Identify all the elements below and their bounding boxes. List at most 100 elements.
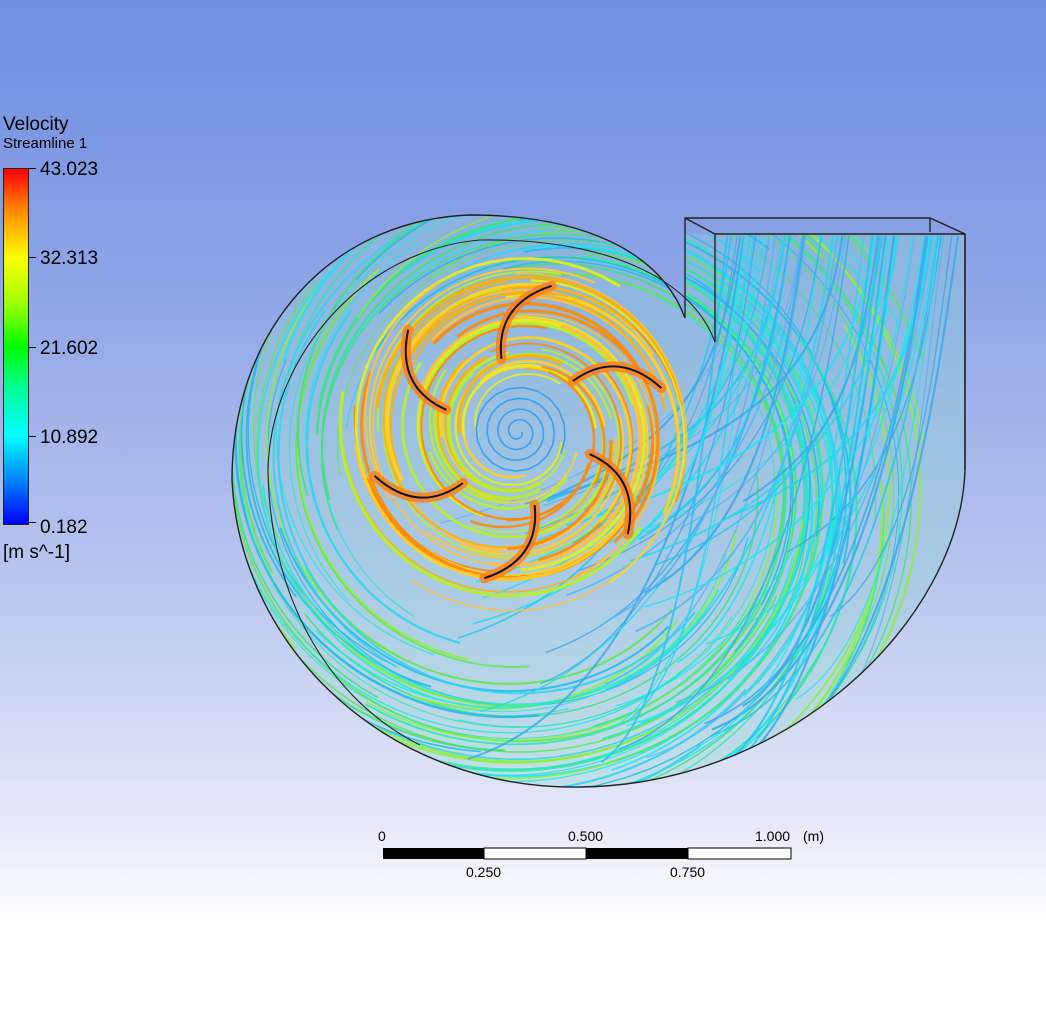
streamline [829, 235, 953, 618]
streamline [470, 462, 590, 529]
streamline [513, 313, 656, 478]
streamline [378, 237, 811, 673]
streamline [420, 324, 564, 521]
streamline [235, 534, 689, 734]
streamline [609, 235, 777, 620]
streamline [305, 309, 461, 644]
streamline [538, 362, 634, 562]
streamline [711, 235, 929, 731]
streamline [626, 235, 925, 727]
streamline [615, 235, 891, 707]
streamline [704, 235, 927, 725]
streamline [430, 215, 847, 788]
streamline [282, 215, 646, 363]
streamline [293, 744, 702, 788]
streamline [489, 342, 622, 499]
streamline [498, 244, 809, 681]
streamlines-group [232, 215, 960, 788]
legend-label-max: 43.023 [40, 159, 99, 180]
streamline [446, 351, 543, 493]
streamline [356, 215, 680, 319]
streamline [297, 215, 445, 497]
streamline [432, 301, 660, 544]
streamline [382, 215, 925, 445]
scale-label-0-500: 0.500 [568, 828, 604, 844]
streamline [710, 235, 939, 738]
streamline [303, 473, 759, 718]
streamline [680, 235, 846, 529]
streamline [629, 235, 900, 562]
streamline [796, 235, 941, 700]
streamline [428, 451, 568, 510]
streamline [524, 235, 844, 506]
streamline [401, 361, 615, 539]
streamline [375, 275, 684, 408]
streamline [247, 348, 393, 665]
streamline [755, 333, 858, 739]
streamline [467, 235, 745, 760]
streamline [566, 235, 804, 597]
streamline [454, 372, 563, 487]
scale-label-0: 0 [378, 828, 386, 844]
streamline [461, 364, 598, 436]
streamline [417, 317, 643, 545]
streamline [365, 398, 787, 746]
streamline [646, 235, 915, 759]
streamline [576, 235, 822, 572]
streamline [448, 372, 566, 492]
streamline [401, 218, 838, 564]
streamline [576, 235, 884, 553]
streamline [567, 296, 681, 515]
blade-edge [404, 329, 447, 411]
streamline [366, 471, 778, 742]
streamline [304, 568, 673, 685]
streamline [456, 309, 648, 386]
legend-label: 32.313 [40, 248, 99, 269]
legend-title: Velocity [3, 114, 69, 135]
scale-label-0-250: 0.250 [466, 864, 502, 880]
streamline [373, 336, 805, 761]
streamline [696, 235, 888, 748]
streamline [479, 359, 607, 428]
volute-outline [231, 214, 966, 788]
streamline [516, 316, 646, 572]
blade-edge [589, 453, 632, 535]
legend-tick [28, 522, 36, 523]
streamline [447, 496, 840, 788]
streamline [541, 348, 620, 518]
legend-tick [28, 168, 36, 169]
streamline [288, 215, 578, 602]
streamline [272, 215, 761, 668]
streamline [234, 380, 539, 719]
streamline [455, 215, 911, 463]
blade-edge [483, 504, 537, 580]
blade-edge [572, 365, 663, 389]
streamline [742, 235, 880, 503]
scale-unit: (m) [803, 828, 824, 844]
streamline [648, 279, 809, 606]
blade-edge [499, 284, 553, 360]
scale-label-0-750: 0.750 [670, 864, 706, 880]
streamline [232, 325, 890, 788]
streamline [741, 235, 887, 708]
streamline [460, 414, 625, 556]
legend-tick [28, 347, 36, 348]
legend-label-min: 0.182 [40, 517, 88, 538]
blade-edge [373, 475, 464, 499]
streamline [604, 235, 807, 685]
streamline [479, 215, 889, 317]
streamline [277, 309, 696, 695]
streamline [566, 235, 876, 527]
scale-label-1-000: 1.000 [755, 828, 791, 844]
legend-unit: [m s^-1] [3, 542, 70, 563]
streamline [714, 235, 874, 771]
streamline [472, 235, 787, 625]
streamline [255, 280, 550, 707]
streamline [457, 354, 564, 434]
streamline [718, 235, 882, 775]
streamline [389, 292, 667, 473]
legend-tick [28, 436, 36, 437]
streamline [364, 281, 440, 499]
